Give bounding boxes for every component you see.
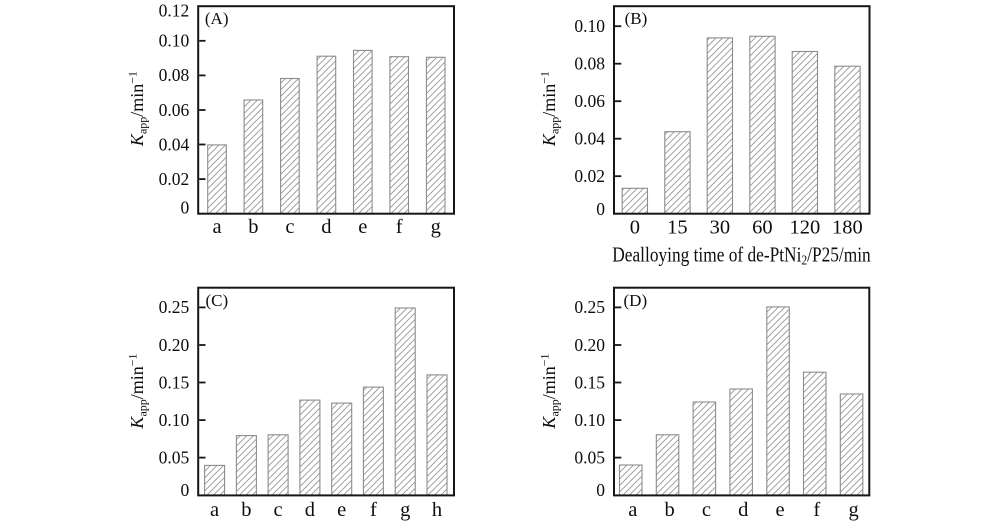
svg-text:0.15: 0.15 bbox=[159, 372, 190, 392]
svg-text:Kapp/min−1: Kapp/min−1 bbox=[126, 353, 150, 429]
svg-text:d: d bbox=[738, 499, 748, 521]
svg-text:0.04: 0.04 bbox=[574, 129, 605, 149]
svg-text:c: c bbox=[285, 216, 294, 238]
svg-text:d: d bbox=[305, 499, 315, 521]
svg-text:d: d bbox=[321, 216, 331, 238]
svg-text:0: 0 bbox=[596, 480, 605, 500]
svg-text:e: e bbox=[358, 216, 367, 238]
svg-text:0.08: 0.08 bbox=[574, 54, 605, 74]
svg-text:0.10: 0.10 bbox=[574, 410, 605, 430]
svg-text:0.20: 0.20 bbox=[159, 335, 190, 355]
svg-text:0.10: 0.10 bbox=[159, 410, 190, 430]
svg-text:0.06: 0.06 bbox=[574, 91, 605, 111]
svg-text:(D): (D) bbox=[624, 291, 648, 310]
svg-text:60: 60 bbox=[752, 217, 773, 239]
svg-text:180: 180 bbox=[832, 217, 863, 239]
svg-text:g: g bbox=[431, 216, 441, 238]
svg-text:0.10: 0.10 bbox=[159, 31, 190, 51]
svg-text:(A): (A) bbox=[205, 9, 229, 28]
svg-text:15: 15 bbox=[667, 217, 688, 239]
svg-text:0.15: 0.15 bbox=[574, 372, 605, 392]
svg-text:c: c bbox=[702, 499, 711, 521]
svg-text:e: e bbox=[775, 499, 784, 521]
svg-text:0.05: 0.05 bbox=[574, 447, 605, 467]
svg-text:30: 30 bbox=[710, 217, 731, 239]
svg-text:0: 0 bbox=[181, 197, 190, 217]
svg-text:(C): (C) bbox=[206, 291, 229, 310]
svg-text:0.04: 0.04 bbox=[159, 134, 190, 154]
svg-text:Kapp/min−1: Kapp/min−1 bbox=[126, 71, 150, 147]
svg-text:b: b bbox=[664, 499, 674, 521]
svg-text:g: g bbox=[400, 499, 410, 521]
svg-text:Dealloying time of de-PtNi2/P2: Dealloying time of de-PtNi2/P25/min bbox=[612, 244, 871, 268]
svg-text:0.06: 0.06 bbox=[159, 100, 190, 120]
svg-text:120: 120 bbox=[790, 217, 821, 239]
svg-text:Kapp/min−1: Kapp/min−1 bbox=[538, 353, 562, 429]
svg-text:g: g bbox=[848, 499, 858, 521]
svg-text:e: e bbox=[337, 499, 346, 521]
svg-text:0: 0 bbox=[630, 217, 640, 239]
svg-text:0: 0 bbox=[181, 480, 190, 500]
svg-text:0.25: 0.25 bbox=[574, 297, 605, 317]
svg-text:0.25: 0.25 bbox=[159, 297, 190, 317]
svg-text:f: f bbox=[396, 216, 403, 238]
svg-text:f: f bbox=[370, 499, 377, 521]
svg-text:0.02: 0.02 bbox=[159, 169, 190, 189]
svg-text:0.20: 0.20 bbox=[574, 335, 605, 355]
svg-text:0.05: 0.05 bbox=[159, 447, 190, 467]
svg-text:c: c bbox=[274, 499, 283, 521]
svg-text:a: a bbox=[210, 499, 219, 521]
svg-text:h: h bbox=[432, 499, 442, 521]
svg-text:b: b bbox=[248, 216, 258, 238]
svg-text:f: f bbox=[813, 499, 820, 521]
svg-text:Kapp/min−1: Kapp/min−1 bbox=[538, 71, 562, 147]
svg-text:0.12: 0.12 bbox=[159, 1, 190, 21]
svg-text:0.10: 0.10 bbox=[574, 16, 605, 36]
svg-text:0.08: 0.08 bbox=[159, 65, 190, 85]
svg-text:a: a bbox=[212, 216, 221, 238]
svg-text:b: b bbox=[241, 499, 251, 521]
svg-text:a: a bbox=[628, 499, 637, 521]
svg-text:0: 0 bbox=[596, 199, 605, 219]
svg-text:0.02: 0.02 bbox=[574, 166, 605, 186]
svg-text:(B): (B) bbox=[625, 9, 648, 28]
